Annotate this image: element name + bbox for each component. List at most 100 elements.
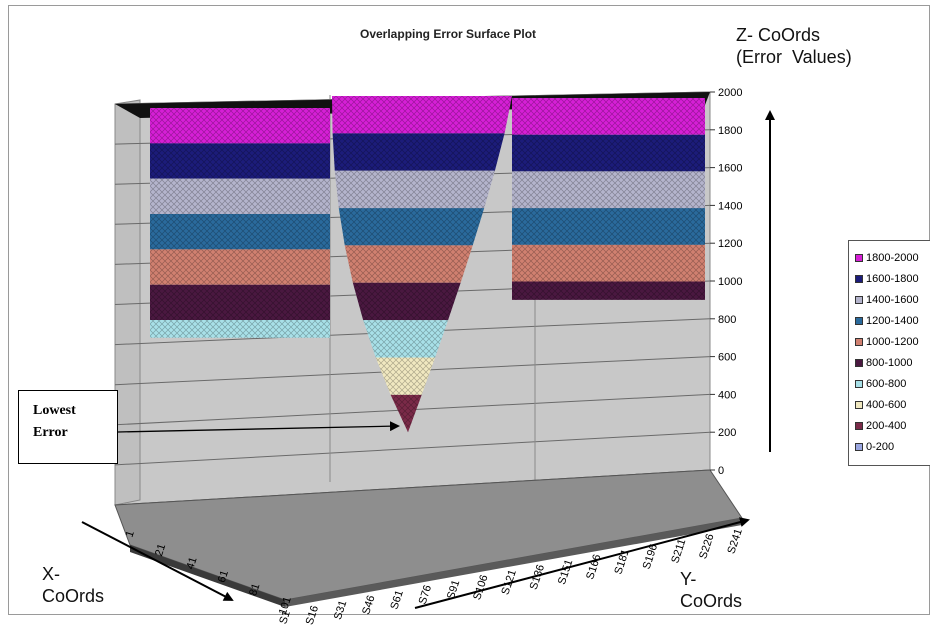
legend-item: 0-200 [849, 436, 930, 457]
legend-item: 1200-1400 [849, 310, 930, 331]
legend-swatch [855, 400, 863, 409]
floor-edge-x [130, 545, 285, 607]
legend-label: 0-200 [866, 440, 895, 453]
x-tick-label: 61 [216, 569, 231, 584]
legend-item: 400-600 [849, 394, 930, 415]
side-wall [114, 99, 141, 506]
legend-swatch [855, 295, 863, 304]
y-tick-label: S1 [277, 609, 293, 626]
lowest-error-annotation: Lowest Error [18, 390, 118, 464]
floor-edge-y [285, 518, 742, 607]
legend-swatch [855, 274, 863, 283]
z-tick-label: 1000 [718, 276, 742, 288]
legend-label: 600-800 [866, 377, 907, 390]
z-tick-label: 0 [718, 465, 724, 477]
legend-label: 1000-1200 [866, 335, 919, 348]
surface-mesh [390, 394, 422, 433]
z-tick-label: 2000 [718, 87, 742, 99]
y-tick-label: S76 [417, 584, 434, 606]
surface-mesh [150, 320, 330, 338]
z-tick-label: 1600 [718, 163, 742, 175]
legend-swatch [855, 421, 863, 430]
y-tick-label: S226 [697, 532, 716, 560]
surface-mesh [332, 133, 505, 171]
legend-item: 800-1000 [849, 352, 930, 373]
legend-label: 1800-2000 [866, 251, 919, 264]
legend-swatch [855, 379, 863, 388]
z-tick-label: 1400 [718, 200, 742, 212]
legend-swatch [855, 337, 863, 346]
surface-mesh [512, 281, 705, 300]
z-tick-label: 1800 [718, 125, 742, 137]
x-tick-label: 21 [153, 542, 168, 557]
surface-mesh [352, 282, 461, 321]
z-tick-label: 600 [718, 352, 736, 364]
y-tick-label: S106 [471, 573, 490, 601]
annotation-arrow [117, 421, 400, 433]
surface-mesh [150, 284, 330, 321]
x-axis-label: X- CoOrds [42, 564, 105, 606]
legend-item: 200-400 [849, 415, 930, 436]
legend-swatch [855, 253, 863, 262]
gridline [114, 431, 711, 466]
legend-label: 400-600 [866, 398, 907, 411]
legend-item: 1400-1600 [849, 289, 930, 310]
surface-mesh [512, 244, 705, 282]
x-tick-label: 81 [247, 582, 262, 597]
legend-label: 1200-1400 [866, 314, 919, 327]
surface-mesh [150, 249, 330, 285]
error-surface [150, 108, 330, 338]
surface-mesh [512, 98, 705, 135]
x-tick-label: 1 [124, 529, 137, 539]
y-tick-label: S16 [304, 604, 321, 626]
z-axis-label: Z- CoOrds (Error Values) [736, 25, 852, 67]
y-tick-label: S241 [725, 527, 744, 555]
surface-mesh [363, 320, 449, 358]
surface-mesh [334, 170, 495, 209]
legend-label: 200-400 [866, 419, 907, 432]
surface-mesh [344, 245, 473, 283]
y-axis-arrow [414, 517, 750, 609]
legend: 1800-2000 1600-1800 1400-1600 1200-1400 1000… [848, 240, 930, 466]
surface-mesh [338, 208, 485, 246]
surface-mesh [150, 178, 330, 215]
y-tick-label: S151 [556, 558, 575, 586]
y-tick-label: S61 [388, 589, 405, 611]
z-tick-label: 200 [718, 427, 736, 439]
z-tick-label: 800 [718, 314, 736, 326]
surface-mesh [512, 208, 705, 245]
y-tick-label: S91 [445, 578, 462, 600]
y-tick-label: S211 [669, 537, 688, 564]
legend-item: 1600-1800 [849, 268, 930, 289]
legend-label: 800-1000 [866, 356, 913, 369]
surface-mesh [512, 171, 705, 209]
legend-item: 1800-2000 [849, 247, 930, 268]
error-surface [512, 98, 705, 300]
surface-mesh [375, 357, 436, 395]
legend-label: 1600-1800 [866, 272, 919, 285]
surface-mesh [512, 134, 705, 172]
legend-swatch [855, 358, 863, 367]
surface-mesh [150, 214, 330, 250]
surface-mesh [150, 108, 330, 144]
legend-swatch [855, 316, 863, 325]
x-axis-arrow [81, 521, 234, 601]
z-tick-label: 400 [718, 389, 736, 401]
surface-mesh [150, 143, 330, 179]
chart-title: Overlapping Error Surface Plot [360, 27, 537, 41]
legend-item: 600-800 [849, 373, 930, 394]
legend-swatch [855, 442, 863, 451]
surface-mesh [332, 96, 512, 134]
y-tick-label: S166 [584, 553, 603, 581]
x-tick-label: 101 [277, 595, 294, 616]
error-surface [332, 96, 512, 433]
legend-item: 1000-1200 [849, 331, 930, 352]
x-tick-label: 41 [184, 556, 199, 571]
y-tick-label: S46 [360, 594, 377, 616]
z-tick-label: 1200 [718, 238, 742, 250]
y-axis-label: Y- CoOrds [680, 569, 743, 611]
legend-label: 1400-1600 [866, 293, 919, 306]
y-tick-label: S31 [332, 599, 349, 621]
